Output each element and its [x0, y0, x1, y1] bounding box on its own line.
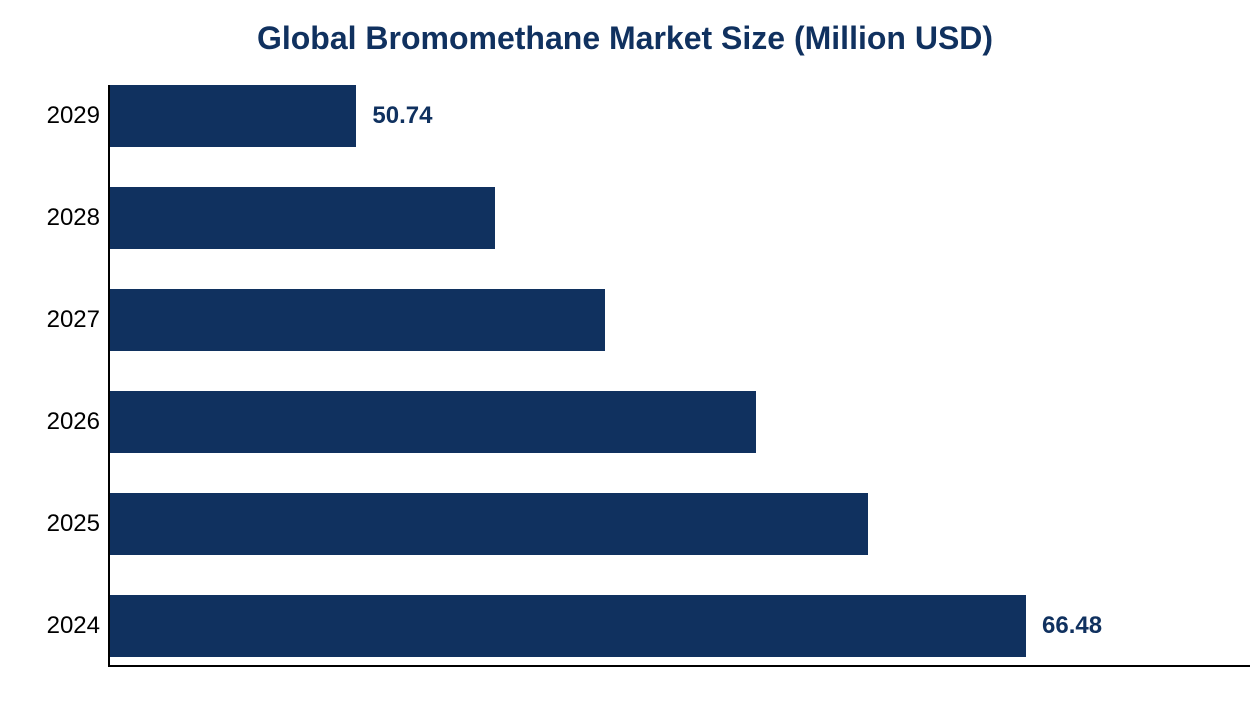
x-axis-line	[108, 665, 1250, 667]
bar	[108, 187, 495, 249]
bar-value-label: 66.48	[1042, 612, 1102, 640]
bar-area: 66.48	[108, 595, 1188, 657]
bar-row: 2024 66.48	[30, 595, 1188, 657]
bar-area	[108, 391, 1188, 453]
bar	[108, 493, 868, 555]
bar-row: 2029 50.74	[30, 85, 1188, 147]
y-axis-label: 2024	[30, 612, 114, 640]
chart-container: Global Bromomethane Market Size (Million…	[0, 0, 1250, 724]
bar-area	[108, 187, 1188, 249]
bar-area: 50.74	[108, 85, 1188, 147]
bar	[108, 595, 1026, 657]
y-axis-label: 2026	[30, 408, 114, 436]
y-axis-label: 2025	[30, 510, 114, 538]
chart-title: Global Bromomethane Market Size (Million…	[30, 20, 1220, 57]
y-axis-line	[108, 85, 110, 667]
bar-row: 2027	[30, 289, 1188, 351]
bar	[108, 289, 605, 351]
y-axis-label: 2027	[30, 306, 114, 334]
bar	[108, 85, 356, 147]
bar-row: 2026	[30, 391, 1188, 453]
bar-row: 2028	[30, 187, 1188, 249]
bar-area	[108, 289, 1188, 351]
bar-row: 2025	[30, 493, 1188, 555]
bar-area	[108, 493, 1188, 555]
y-axis-label: 2029	[30, 102, 114, 130]
bar-value-label: 50.74	[372, 102, 432, 130]
bar	[108, 391, 756, 453]
y-axis-label: 2028	[30, 204, 114, 232]
plot-area: 2029 50.74 2028 2027 2026 2025 2024 66.48	[30, 85, 1250, 667]
